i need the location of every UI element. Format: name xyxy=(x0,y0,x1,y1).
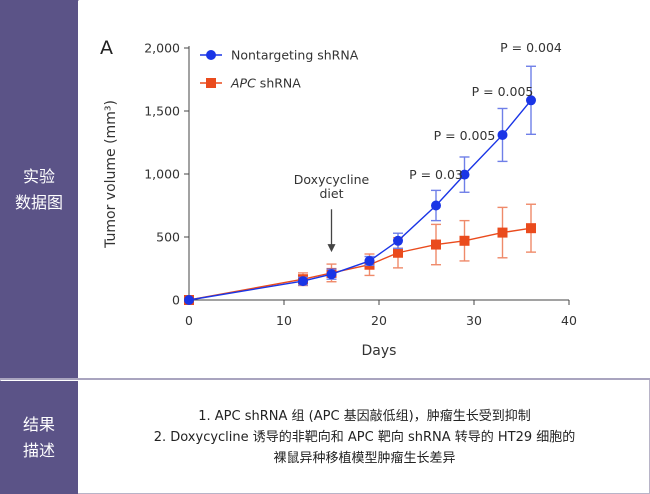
chart-annotation: Doxycycline xyxy=(294,172,370,187)
y-tick-label: 1,000 xyxy=(144,167,180,182)
chart-annotation: P = 0.004 xyxy=(500,40,562,55)
chart-annotation: P = 0.03 xyxy=(409,167,463,182)
result-description: 1. APC shRNA 组 (APC 基因敲低组)，肿瘤生长受到抑制 2. D… xyxy=(79,381,650,494)
section-divider xyxy=(0,378,650,380)
data-point-nontargeting xyxy=(393,235,403,246)
data-point-nontargeting xyxy=(326,269,337,280)
section-label-description: 结果 描述 xyxy=(0,381,78,494)
section-label-figure: 实验 数据图 xyxy=(0,0,78,379)
x-tick-label: 40 xyxy=(561,313,577,328)
chart-annotation: P = 0.005 xyxy=(434,128,496,143)
x-axis-label: Days xyxy=(362,343,397,359)
x-tick-label: 30 xyxy=(466,313,482,328)
data-point-nontargeting xyxy=(184,295,194,305)
panel-label: A xyxy=(100,37,113,59)
x-tick-label: 10 xyxy=(276,313,292,328)
description-line-3: 裸鼠异种移植模型肿瘤生长差异 xyxy=(273,451,456,466)
x-tick-label: 0 xyxy=(185,313,193,328)
data-point-apc xyxy=(393,247,403,258)
doxycycline-arrow-head xyxy=(327,244,336,253)
legend-marker-apc xyxy=(206,78,216,88)
y-tick-label: 0 xyxy=(172,293,180,308)
series-apc xyxy=(184,203,536,305)
chart-annotation: P = 0.005 xyxy=(472,84,534,99)
chart-annotation: diet xyxy=(320,186,344,201)
data-point-apc xyxy=(497,227,508,238)
description-line-1: 1. APC shRNA 组 (APC 基因敲低组)，肿瘤生长受到抑制 xyxy=(198,409,531,424)
data-point-nontargeting xyxy=(459,169,470,180)
y-tick-label: 500 xyxy=(156,230,180,245)
section-label-line: 数据图 xyxy=(14,192,63,212)
chart-panel: A 0 500 1,000 1,500 2,000 0 10 20 30 40 Doxycycli… xyxy=(79,0,650,378)
section-label-line: 实验 xyxy=(22,166,55,186)
legend-marker-nontargeting xyxy=(206,50,216,60)
y-tick-label: 1,500 xyxy=(144,104,180,119)
data-point-nontargeting xyxy=(526,95,536,106)
tumor-growth-chart: A 0 500 1,000 1,500 2,000 0 10 20 30 40 Doxycycli… xyxy=(100,37,577,359)
x-tick-label: 20 xyxy=(371,313,387,328)
y-tick-label: 2,000 xyxy=(144,41,180,56)
data-point-apc xyxy=(459,235,470,246)
section-label-line: 结果 xyxy=(22,414,55,434)
data-point-nontargeting xyxy=(364,255,375,266)
description-line-2: 2. Doxycycline 诱导的非靶向和 APC 靶向 shRNA 转导的 … xyxy=(153,430,576,445)
data-point-apc xyxy=(526,223,536,234)
series-nontargeting xyxy=(184,65,536,305)
data-point-nontargeting xyxy=(298,276,308,287)
y-axis-label: Tumor volume (mm³) xyxy=(103,100,119,249)
data-point-nontargeting xyxy=(431,200,441,211)
section-label-line: 描述 xyxy=(22,440,55,460)
chart-legend: Nontargeting shRNA APC shRNA xyxy=(200,48,359,91)
legend-label-apc: APC shRNA xyxy=(230,76,301,91)
data-point-nontargeting xyxy=(497,129,508,140)
legend-label-nontargeting: Nontargeting shRNA xyxy=(231,48,359,63)
chart-axes: 0 500 1,000 1,500 2,000 0 10 20 30 40 xyxy=(144,41,577,329)
chart-series-layer xyxy=(184,65,536,305)
data-point-apc xyxy=(431,239,441,250)
